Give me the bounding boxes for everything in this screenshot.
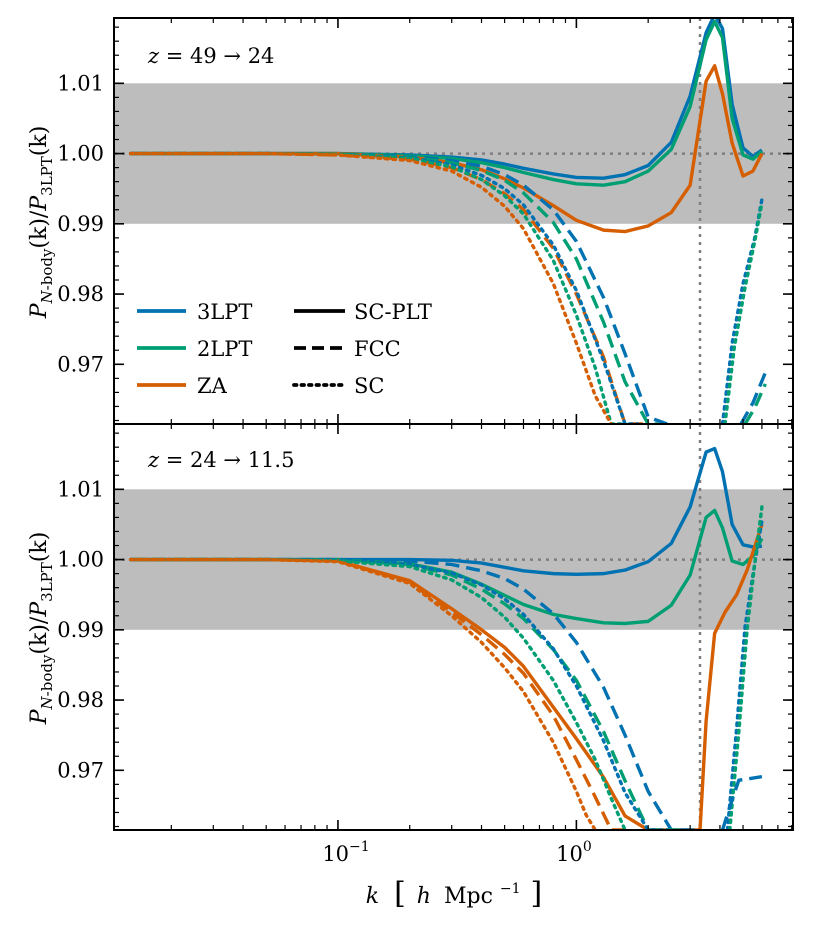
series-2lpt-dotted: [128, 557, 627, 830]
series-3lpt-dashed: [130, 557, 697, 830]
bottom-panel: 0.97 0.98 0.99 1.00 1.01: [57, 423, 794, 831]
series-2lpt-dotted: [728, 505, 764, 830]
series-group: [128, 18, 767, 424]
y-axis-den-sub: 3LPT: [38, 156, 56, 196]
y-axis-slash: /: [27, 210, 52, 218]
panel-label-bottom: z = 24 → 11.5: [147, 448, 294, 472]
x-tick-label: 10−1: [322, 839, 369, 866]
y-tick-label: 0.97: [57, 352, 104, 376]
top-panel: 0.97 0.98 0.99 1.00 1.01: [57, 17, 794, 425]
legend: [137, 309, 347, 387]
y-axis-title-bottom: PN-body(k)/P3LPT(k): [27, 532, 56, 726]
panel-label-top: z = 49 → 24: [147, 44, 274, 68]
y-axis-num-arg: (k): [27, 218, 52, 249]
y-tick-label: 0.97: [57, 758, 104, 782]
y-tick-label: 1.01: [57, 71, 104, 95]
y-axis-den-arg: (k): [27, 126, 52, 157]
x-tick-label: 100: [556, 839, 592, 866]
series-3lpt-dotted: [725, 519, 764, 830]
y-axis-p: P: [27, 708, 52, 725]
y-axis-num-sub-rest: -body: [38, 248, 56, 290]
y-axis-title-top: PN-body(k)/P3LPT(k): [27, 126, 56, 320]
y-axis-den-arg: (k): [27, 532, 52, 563]
y-tick-label: 0.99: [57, 212, 104, 236]
series-za-dotted: [128, 151, 613, 424]
series-za-solid: [130, 523, 764, 830]
series-3lpt-dotted: [128, 151, 639, 424]
y-tick-label: 0.98: [57, 282, 104, 306]
legend-label-3lpt: 3LPT: [197, 300, 252, 324]
panel-label-z: z: [147, 44, 160, 68]
legend-label-sc: SC: [354, 374, 384, 398]
x-tick-exp: 0: [583, 839, 592, 855]
series-3lpt-dashed: [720, 774, 763, 830]
y-axis-num-sub: N: [38, 695, 56, 710]
x-tick-base: 10: [556, 842, 583, 866]
x-tick-exp: −1: [349, 839, 370, 855]
x-axis-title: k [ h Mpc −1 ]: [366, 874, 543, 911]
x-axis-k: k: [366, 884, 379, 909]
legend-label-2lpt: 2LPT: [197, 337, 252, 361]
x-axis-unit-exp: −1: [500, 881, 521, 897]
y-axis-slash: /: [27, 616, 52, 624]
legend-label-za: ZA: [197, 374, 228, 398]
y-axis-num-sub: N: [38, 289, 56, 304]
y-tick-label: 1.00: [57, 142, 104, 166]
panel-label-text: = 24 → 11.5: [159, 448, 294, 472]
y-axis-den-sub: 3LPT: [38, 562, 56, 602]
series-za-dotted: [128, 557, 597, 830]
legend-label-sc-plt: SC-PLT: [354, 300, 432, 324]
y-tick-label: 1.00: [57, 548, 104, 572]
x-axis-unit: Mpc: [444, 884, 493, 909]
panel-label-z: z: [147, 448, 160, 472]
y-axis-p2: P: [27, 195, 52, 212]
series-za-dashed: [130, 557, 626, 830]
y-axis-p: P: [27, 302, 52, 319]
panel-label-text: = 49 → 24: [159, 44, 274, 68]
series-2lpt-dotted: [723, 201, 764, 424]
y-axis-num-sub-rest: -body: [38, 654, 56, 696]
series-2lpt-dashed: [743, 383, 767, 424]
x-tick-base: 10: [322, 842, 349, 866]
y-axis-p2: P: [27, 601, 52, 618]
y-tick-label: 0.99: [57, 618, 104, 642]
series-group: [128, 446, 764, 830]
panel-frame: [113, 423, 794, 831]
x-axis-h: h: [417, 884, 431, 909]
series-3lpt-dashed: [739, 372, 767, 424]
y-tick-label: 1.01: [57, 477, 104, 501]
series-2lpt-dotted: [128, 151, 627, 424]
legend-label-fcc: FCC: [354, 337, 401, 361]
y-axis-num-arg: (k): [27, 624, 52, 655]
y-tick-label: 0.98: [57, 688, 104, 712]
